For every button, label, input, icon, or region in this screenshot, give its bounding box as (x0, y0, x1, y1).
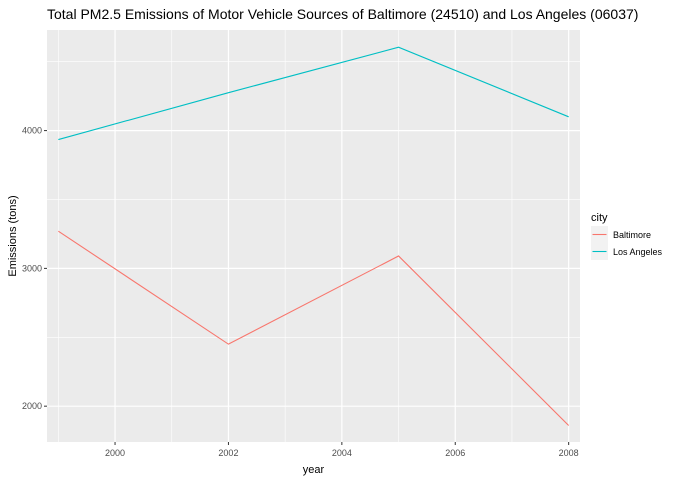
major-gridlines (47, 30, 580, 442)
y-tick-label: 3000 (22, 263, 42, 273)
x-tick-label: 2006 (445, 448, 465, 458)
x-tick-label: 2000 (105, 448, 125, 458)
y-tick-label: 4000 (22, 126, 42, 136)
x-tick-label: 2008 (559, 448, 579, 458)
legend-title: city (591, 212, 608, 224)
x-tick-label: 2002 (218, 448, 238, 458)
x-tick-label: 2004 (332, 448, 352, 458)
plot-panel (47, 30, 580, 442)
series-line-los-angeles (58, 46, 569, 141)
minor-gridlines (47, 30, 580, 442)
legend-label-baltimore: Baltimore (613, 230, 651, 240)
x-axis-ticks: 2000 2002 2004 2006 2008 (105, 442, 579, 458)
legend-label-los-angeles: Los Angeles (613, 247, 663, 257)
y-axis-title: Emissions (tons) (7, 195, 19, 276)
chart-title: Total PM2.5 Emissions of Motor Vehicle S… (47, 6, 638, 22)
x-axis-title: year (303, 464, 325, 476)
series-line-baltimore (58, 230, 570, 426)
legend-keys: Baltimore Los Angeles (591, 226, 663, 260)
legend: city Baltimore Los Angeles (591, 212, 663, 260)
series-lines (58, 46, 570, 426)
y-tick-label: 2000 (22, 401, 42, 411)
y-axis-ticks: 2000 3000 4000 (22, 126, 47, 411)
